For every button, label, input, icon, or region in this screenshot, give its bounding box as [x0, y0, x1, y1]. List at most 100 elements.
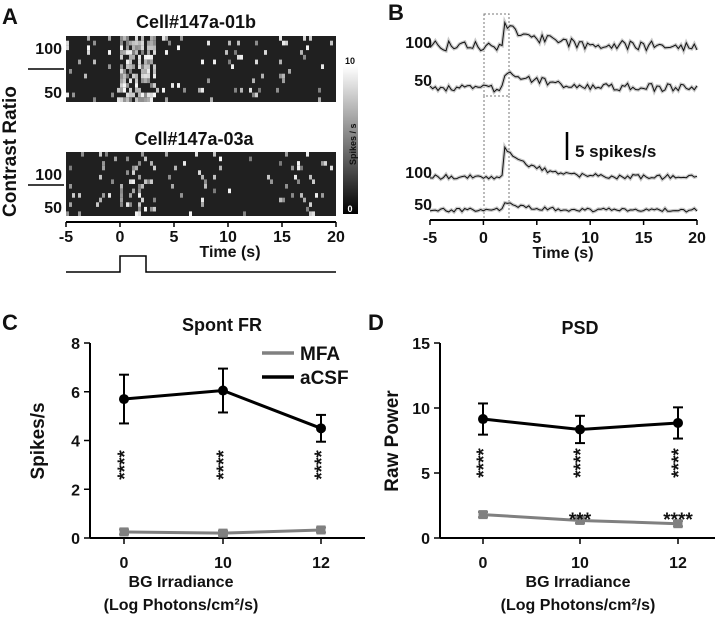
panel-b-xticks: -5 0 5 10 15 20	[423, 220, 706, 247]
raster-cell	[144, 179, 147, 184]
raster-cell	[135, 165, 138, 171]
trace-line	[429, 145, 698, 181]
raster-cell	[306, 152, 309, 157]
raster-cell	[144, 73, 147, 79]
raster-cell	[234, 87, 237, 93]
raster-cell	[126, 36, 129, 41]
significance-stars: ****	[312, 450, 333, 480]
raster-cell	[306, 206, 309, 212]
raster-cell	[309, 211, 312, 216]
data-point	[478, 510, 488, 520]
raster-cell	[177, 45, 180, 51]
raster-cell	[138, 174, 141, 180]
raster-cell	[153, 206, 156, 212]
raster-cell	[150, 36, 153, 41]
raster-cell	[135, 73, 138, 79]
raster-cell	[132, 92, 135, 98]
raster-cell	[129, 54, 132, 60]
chart-c-annotations: **** **** ****	[115, 450, 333, 480]
raster-cell	[201, 174, 204, 180]
raster-cell	[189, 211, 192, 216]
chart-d-title: PSD	[561, 318, 598, 338]
raster-cell	[126, 50, 129, 55]
x-tick-label: 0	[479, 230, 488, 247]
raster-cell	[237, 54, 240, 60]
raster-cell	[111, 179, 114, 184]
raster-cell	[120, 197, 123, 203]
raster-cell	[144, 54, 147, 60]
raster-cell	[213, 152, 216, 157]
raster-cell	[153, 197, 156, 203]
raster-cell	[135, 97, 138, 102]
raster-cell	[105, 152, 108, 157]
raster-cell	[138, 184, 141, 189]
raster-cell	[312, 179, 315, 184]
raster-cell	[138, 97, 141, 102]
significance-stars: ****	[115, 450, 136, 480]
x-tick-label: 12	[312, 555, 330, 572]
raster-cell	[171, 184, 174, 189]
raster-cell	[153, 36, 156, 41]
raster-cell	[135, 45, 138, 51]
raster-cell	[219, 165, 222, 171]
raster-cell	[147, 64, 150, 69]
raster-cell	[126, 202, 129, 207]
raster-cell	[138, 64, 141, 69]
x-tick-label: 10	[214, 555, 232, 572]
raster-cell	[150, 97, 153, 102]
raster-cell	[129, 179, 132, 184]
raster-cell	[147, 92, 150, 98]
raster-cell	[123, 73, 126, 79]
raster-cell	[162, 87, 165, 93]
raster-cell	[126, 83, 129, 88]
raster-cell	[132, 50, 135, 55]
chart-c-xlabel2: (Log Photons/cm²/s)	[104, 597, 259, 614]
raster-cell	[294, 174, 297, 180]
raster-cell	[162, 36, 165, 41]
raster-title-2: Cell#147a-03a	[134, 129, 254, 149]
raster-cell	[81, 152, 84, 157]
raster-cell	[72, 92, 75, 98]
raster-cell	[114, 156, 117, 162]
raster-cell	[153, 165, 156, 171]
significance-stars: ****	[214, 450, 235, 480]
raster-cell	[240, 87, 243, 93]
raster-cell	[144, 97, 147, 102]
raster-cell	[123, 87, 126, 93]
raster-cell	[183, 87, 186, 93]
raster-cell	[249, 87, 252, 93]
raster-cell	[180, 193, 183, 198]
raster-cell	[123, 36, 126, 41]
raster-cell	[309, 36, 312, 41]
raster-cell	[150, 54, 153, 60]
raster-cell	[72, 193, 75, 198]
raster-cell	[141, 197, 144, 203]
x-tick-label: 0	[116, 229, 125, 246]
raster-cell	[120, 45, 123, 51]
raster-cell	[303, 197, 306, 203]
raster-cell	[138, 92, 141, 98]
raster-cell	[132, 64, 135, 69]
raster-cell	[279, 59, 282, 65]
data-point	[673, 417, 683, 428]
significance-stars: ****	[663, 510, 693, 531]
raster-cell	[174, 165, 177, 171]
raster-cell	[129, 64, 132, 69]
raster-cell	[168, 174, 171, 180]
raster-cell	[126, 97, 129, 102]
raster-cell	[126, 45, 129, 51]
raster-cell	[87, 36, 90, 41]
raster-cell	[135, 211, 138, 216]
raster-cell	[195, 152, 198, 157]
raster-cell	[150, 40, 153, 46]
raster-cell	[300, 165, 303, 171]
raster-1-ytick-100: 100	[35, 41, 62, 58]
raster-cell	[126, 59, 129, 65]
raster-cell	[267, 174, 270, 180]
raster-cell	[165, 50, 168, 55]
raster-cell	[300, 50, 303, 55]
raster-cell	[126, 40, 129, 46]
raster-cell	[228, 59, 231, 65]
scale-bar-label: 5 spikes/s	[575, 142, 656, 161]
panel-label-c: C	[2, 310, 18, 335]
